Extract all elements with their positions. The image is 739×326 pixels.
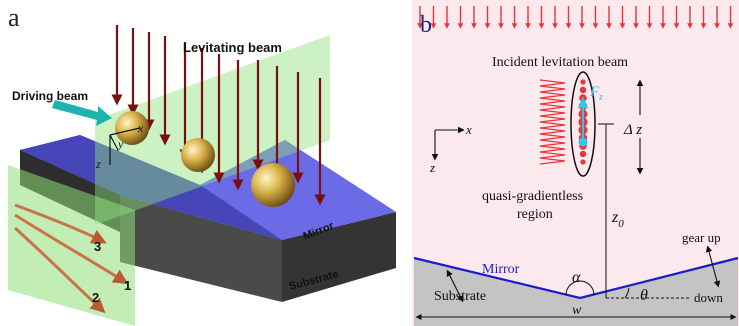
panel-a-letter: a <box>8 3 20 32</box>
levitated-sphere <box>251 163 295 207</box>
trajectory-label-3: 3 <box>94 239 101 254</box>
width-label: w <box>572 303 582 318</box>
quasi-label-line1: quasi-gradientless <box>482 189 583 204</box>
driving-beam-arrow <box>52 100 112 126</box>
panel-b: b Incident levitation beam Fz Δ z x z qu… <box>412 0 739 326</box>
mirror-line-b <box>413 256 739 300</box>
trajectory-1 <box>14 213 129 284</box>
trajectory-2 <box>13 226 106 314</box>
trajectory-label-1: 1 <box>124 278 131 293</box>
trajectory-3 <box>14 203 107 244</box>
force-arrowhead <box>578 96 588 108</box>
trap-ellipse <box>570 71 596 177</box>
green-sheet-front <box>8 165 135 326</box>
mirror-groove-right <box>200 140 396 240</box>
mirror-label-b: Mirror <box>482 262 520 277</box>
spring-symbol <box>539 79 566 165</box>
trajectories <box>13 203 129 314</box>
substrate-label-b: Substrate <box>434 289 486 304</box>
incident-arrows <box>417 6 734 29</box>
z0-label: z0 <box>611 209 624 230</box>
driving-beam-label: Driving beam <box>12 89 88 103</box>
mirror-groove-left <box>20 135 282 240</box>
axis-z-b: z <box>429 160 435 175</box>
quasi-label-line2: region <box>517 207 553 222</box>
axis-x-b: x <box>465 122 472 137</box>
trajectory-label-2: 2 <box>92 290 99 305</box>
incident-beam-label: Incident levitation beam <box>492 55 628 70</box>
panel-a: a Levitating beam Driving beam Mirror Su… <box>8 3 396 326</box>
axes-a <box>109 127 141 165</box>
axis-x-a: x <box>137 121 144 135</box>
delta-z-label: Δ z <box>623 122 642 138</box>
substrate-right-face <box>282 212 396 302</box>
levitated-sphere <box>115 111 149 145</box>
substrate-b <box>414 258 738 326</box>
gear-right-arrow <box>705 245 721 288</box>
axis-z-a: z <box>95 157 101 171</box>
down-label: down <box>694 290 723 305</box>
axis-y-a: y <box>117 137 124 151</box>
alpha-label: α <box>572 269 581 286</box>
levitated-sphere <box>181 138 215 172</box>
force-label: Fz <box>589 84 603 103</box>
alpha-arc <box>565 280 595 296</box>
theta-arc <box>624 287 630 299</box>
levitating-beam-label: Levitating beam <box>183 40 282 55</box>
panel-b-letter: b <box>420 12 432 38</box>
theta-label: θ <box>640 287 648 304</box>
levitating-beam-arrows <box>111 25 326 206</box>
gear-up-label: gear up <box>682 230 721 245</box>
gear-left-arrow <box>446 269 464 303</box>
substrate-front-face <box>120 195 282 302</box>
particle <box>578 137 588 147</box>
green-sheet-back <box>95 35 330 225</box>
